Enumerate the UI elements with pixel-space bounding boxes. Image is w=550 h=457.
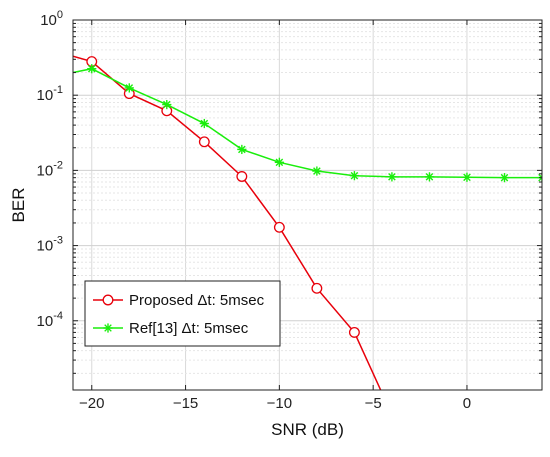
axis-ticks — [73, 20, 542, 390]
asterisk-stroke — [463, 173, 471, 182]
y-tick-label: 10-3 — [37, 235, 63, 255]
asterisk-stroke — [162, 100, 171, 109]
x-tick-label: −20 — [79, 395, 104, 412]
legend-label: Ref[13] Δt: 5msec — [129, 320, 249, 337]
x-tick-label: −5 — [365, 395, 382, 412]
legend: Proposed Δt: 5msec Ref[13] Δt: 5msec — [84, 280, 281, 347]
plot-frame — [72, 19, 543, 391]
y-tick-label: 10-2 — [37, 159, 63, 179]
y-tick-label: 100 — [40, 9, 63, 29]
asterisk-marker — [349, 171, 359, 181]
asterisk-marker — [537, 173, 542, 183]
series-layer — [73, 55, 542, 390]
asterisk-stroke — [388, 173, 396, 181]
asterisk-marker — [199, 118, 209, 129]
y-tick-label: 10-1 — [37, 84, 63, 104]
legend-label: Proposed Δt: 5msec — [129, 292, 265, 309]
asterisk-stroke — [313, 167, 321, 175]
asterisk-marker — [87, 64, 97, 74]
asterisk-marker — [462, 172, 472, 182]
circle-marker — [273, 221, 285, 233]
asterisk-stroke — [238, 145, 246, 154]
asterisk-stroke — [425, 173, 434, 181]
asterisk-marker — [387, 172, 397, 182]
asterisk-marker — [237, 144, 247, 155]
asterisk-stroke — [350, 171, 359, 180]
x-axis-label: SNR (dB) — [271, 420, 344, 439]
circle-marker — [102, 294, 114, 306]
y-tick-label: 10-4 — [37, 310, 63, 330]
x-tick-label: 0 — [463, 395, 471, 412]
series-line — [73, 67, 542, 179]
circle-marker — [236, 171, 248, 182]
asterisk-stroke — [538, 176, 542, 182]
legend-box — [84, 280, 281, 347]
asterisk-marker — [124, 83, 134, 93]
circle-marker — [198, 136, 210, 148]
x-tick-label: −10 — [267, 395, 292, 412]
asterisk-marker — [312, 166, 322, 176]
asterisk-stroke — [500, 173, 509, 182]
series-2 — [73, 64, 542, 183]
x-tick-label: −15 — [173, 395, 198, 412]
asterisk-marker — [162, 99, 172, 110]
asterisk-stroke — [125, 84, 134, 92]
asterisk-stroke — [87, 64, 96, 73]
asterisk-stroke — [200, 119, 209, 128]
legend-item-2: Ref[13] Δt: 5msec — [93, 320, 249, 337]
asterisk-marker — [499, 173, 510, 183]
asterisk-stroke — [275, 158, 284, 167]
y-axis-label: BER — [9, 188, 28, 223]
circle-marker — [348, 326, 360, 338]
asterisk-marker — [424, 172, 435, 182]
circle-marker — [311, 282, 323, 294]
tick-labels: −20 −15 −10 −5 0 100 10-1 10-2 10-3 10-4 — [37, 9, 472, 412]
asterisk-stroke — [538, 173, 542, 179]
asterisk-stroke — [104, 324, 112, 332]
legend-item-1: Proposed Δt: 5msec — [93, 292, 265, 309]
asterisk-marker — [103, 323, 113, 333]
asterisk-marker — [274, 157, 284, 167]
